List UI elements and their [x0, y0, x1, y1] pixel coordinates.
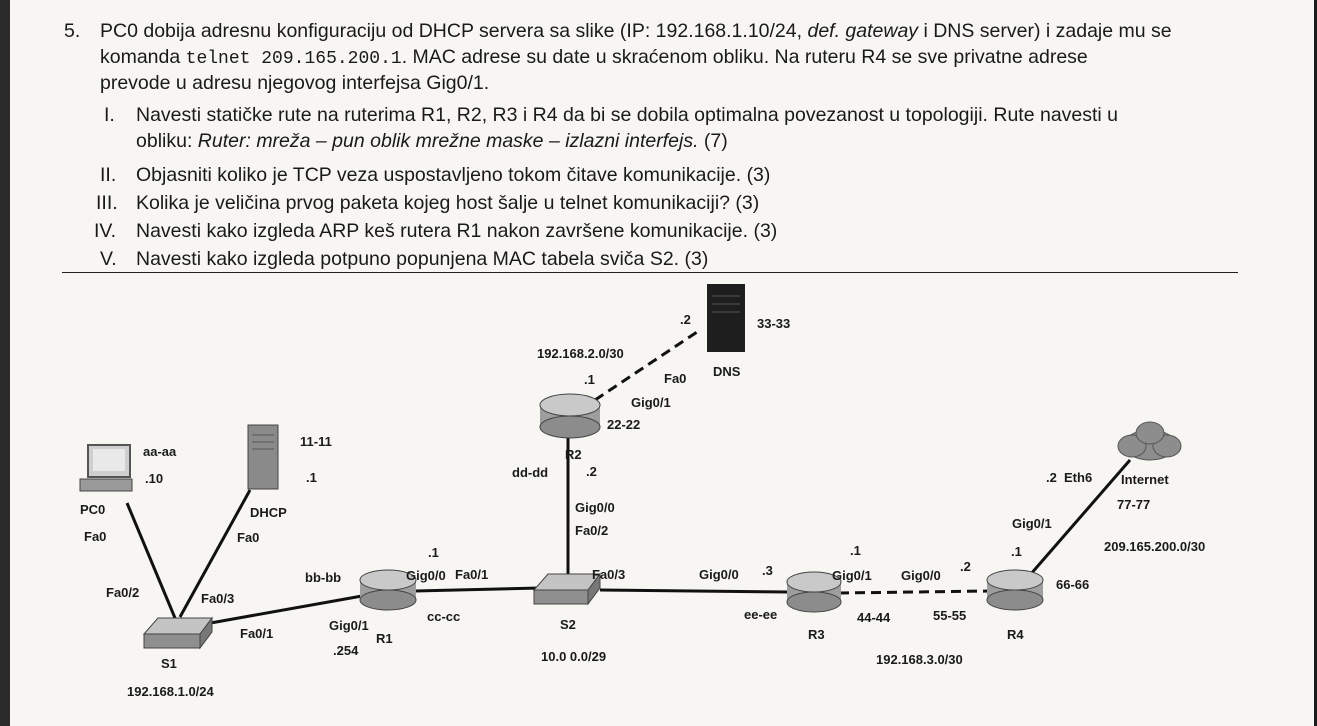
r1-g00-ip-label: .1 — [428, 545, 439, 560]
r4-g00-port-label: Gig0/0 — [901, 568, 941, 583]
s2-port-r3-label: Fa0/3 — [592, 567, 626, 582]
question-line-2: komanda telnet 209.165.200.1. MAC adrese… — [100, 46, 1088, 69]
item-roman: II. — [100, 164, 117, 186]
s2-port-r2-label: Fa0/2 — [575, 523, 609, 538]
link-pc0-s1 — [125, 502, 177, 619]
pc0-port-label: Fa0 — [84, 529, 107, 544]
s1-port-r1-label: Fa0/1 — [240, 626, 274, 641]
item-text: Navesti kako izgleda potpuno popunjena M… — [136, 248, 709, 270]
r1-g01-ip-label: .254 — [333, 643, 359, 658]
router-r2-icon — [539, 393, 601, 439]
switch-s2-icon — [532, 572, 601, 606]
item-text: Navesti statičke rute na ruterima R1, R2… — [136, 104, 1119, 126]
r4-mac-right-label: 66-66 — [1056, 577, 1090, 592]
separator-line — [62, 272, 1238, 273]
pc0-mac-label: aa-aa — [143, 444, 177, 459]
s2-port-r1-label: Fa0/1 — [455, 567, 489, 582]
link-s2-r3 — [599, 588, 789, 594]
router-r1-icon — [359, 569, 417, 611]
r2-mac-other-label: dd-dd — [512, 465, 549, 480]
links — [125, 328, 1132, 626]
s2-name-label: S2 — [560, 617, 576, 632]
r3-mac-right-label: 44-44 — [857, 610, 891, 625]
item-roman: I. — [104, 104, 115, 126]
telnet-command: telnet 209.165.200.1 — [185, 49, 402, 69]
dns-server-icon — [707, 284, 745, 352]
question-line-1: PC0 dobija adresnu konfiguraciju od DHCP… — [100, 20, 1172, 42]
internet-ip-label: .2 — [1046, 470, 1057, 485]
r3-g01-ip-label: .1 — [850, 543, 861, 558]
r2-bottom-port-label: Gig0/0 — [575, 500, 615, 515]
dhcp-mac-label: 11-11 — [300, 434, 332, 449]
item-text: Navesti kako izgleda ARP keš rutera R1 n… — [136, 220, 778, 242]
dhcp-server-icon — [247, 424, 279, 490]
dns-port-label: Fa0 — [664, 371, 687, 386]
link-s1-r1 — [204, 594, 363, 626]
internet-network-label: 209.165.200.0/30 — [1104, 539, 1206, 554]
item-roman: V. — [100, 248, 117, 270]
r3r4-network-label: 192.168.3.0/30 — [876, 652, 963, 667]
question-number: 5. — [64, 20, 81, 42]
r4-g00-ip-label: .2 — [960, 559, 971, 574]
r3-mac-left-label: ee-ee — [744, 607, 778, 622]
r3-g00-port-label: Gig0/0 — [699, 567, 739, 582]
dns-mac-label: 33-33 — [757, 316, 791, 331]
pc0-name-label: PC0 — [80, 502, 106, 517]
internet-port-label: Eth6 — [1064, 470, 1093, 485]
s1-port-dhcp-label: Fa0/3 — [201, 591, 235, 606]
r3-g01-port-label: Gig0/1 — [832, 568, 872, 583]
s1-network-label: 192.168.1.0/24 — [127, 684, 214, 699]
dhcp-name-label: DHCP — [250, 505, 287, 520]
internet-name-label: Internet — [1121, 472, 1169, 487]
item-text: Kolika je veličina prvog paketa kojeg ho… — [136, 192, 760, 214]
dhcp-ip-label: .1 — [306, 470, 317, 485]
question-line-3: prevode u adresu njegovog interfejsa Gig… — [100, 72, 490, 94]
link-r1-s2 — [414, 586, 541, 593]
r3-g00-ip-label: .3 — [762, 563, 773, 578]
router-r3-icon — [786, 571, 842, 613]
dns-network-label: 192.168.2.0/30 — [537, 346, 624, 361]
r4-mac-left-label: 55-55 — [933, 608, 967, 623]
r4-name-label: R4 — [1007, 627, 1024, 642]
link-r2-dns — [594, 328, 701, 402]
r2-top-port-label: Gig0/1 — [631, 395, 671, 410]
item-text-continued: obliku: Ruter: mreža – pun oblik mrežne … — [136, 130, 728, 152]
r1-mac-left-label: bb-bb — [305, 570, 342, 585]
dns-ip-label: .2 — [680, 312, 691, 327]
link-r4-internet — [1028, 459, 1132, 576]
scan-edge-right — [1314, 0, 1317, 726]
internet-cloud-icon — [1117, 421, 1182, 461]
r1-name-label: R1 — [376, 631, 393, 646]
s1-port-pc-label: Fa0/2 — [106, 585, 140, 600]
r2-name-label: R2 — [565, 447, 582, 462]
dns-name-label: DNS — [713, 364, 741, 379]
s2-network-label: 10.0 0.0/29 — [541, 649, 607, 664]
scan-edge-left — [0, 0, 10, 726]
s1-name-label: S1 — [161, 656, 177, 671]
r1-g01-port-label: Gig0/1 — [329, 618, 369, 633]
r2-top-ip-label: .1 — [584, 372, 595, 387]
dhcp-port-label: Fa0 — [237, 530, 260, 545]
item-text: Objasniti koliko je TCP veza uspostavlje… — [136, 164, 771, 186]
pc0-icon — [79, 444, 133, 492]
link-r3-r4 — [838, 589, 991, 595]
r3-name-label: R3 — [808, 627, 825, 642]
item-roman: III. — [96, 192, 118, 214]
r4-g01-port-label: Gig0/1 — [1012, 516, 1052, 531]
r1-mac-right-label: cc-cc — [427, 609, 461, 624]
pc0-ip-label: .10 — [145, 471, 164, 486]
internet-mac-label: 77-77 — [1117, 497, 1151, 512]
switch-s1-icon — [142, 616, 213, 650]
r2-mac-label: 22-22 — [607, 417, 641, 432]
r1-g00-port-label: Gig0/0 — [406, 568, 446, 583]
router-r4-icon — [986, 569, 1044, 611]
r4-g01-ip-label: .1 — [1011, 544, 1022, 559]
link-dhcp-s1 — [178, 489, 252, 618]
r2-bottom-ip-label: .2 — [586, 464, 597, 479]
item-roman: IV. — [94, 220, 117, 242]
